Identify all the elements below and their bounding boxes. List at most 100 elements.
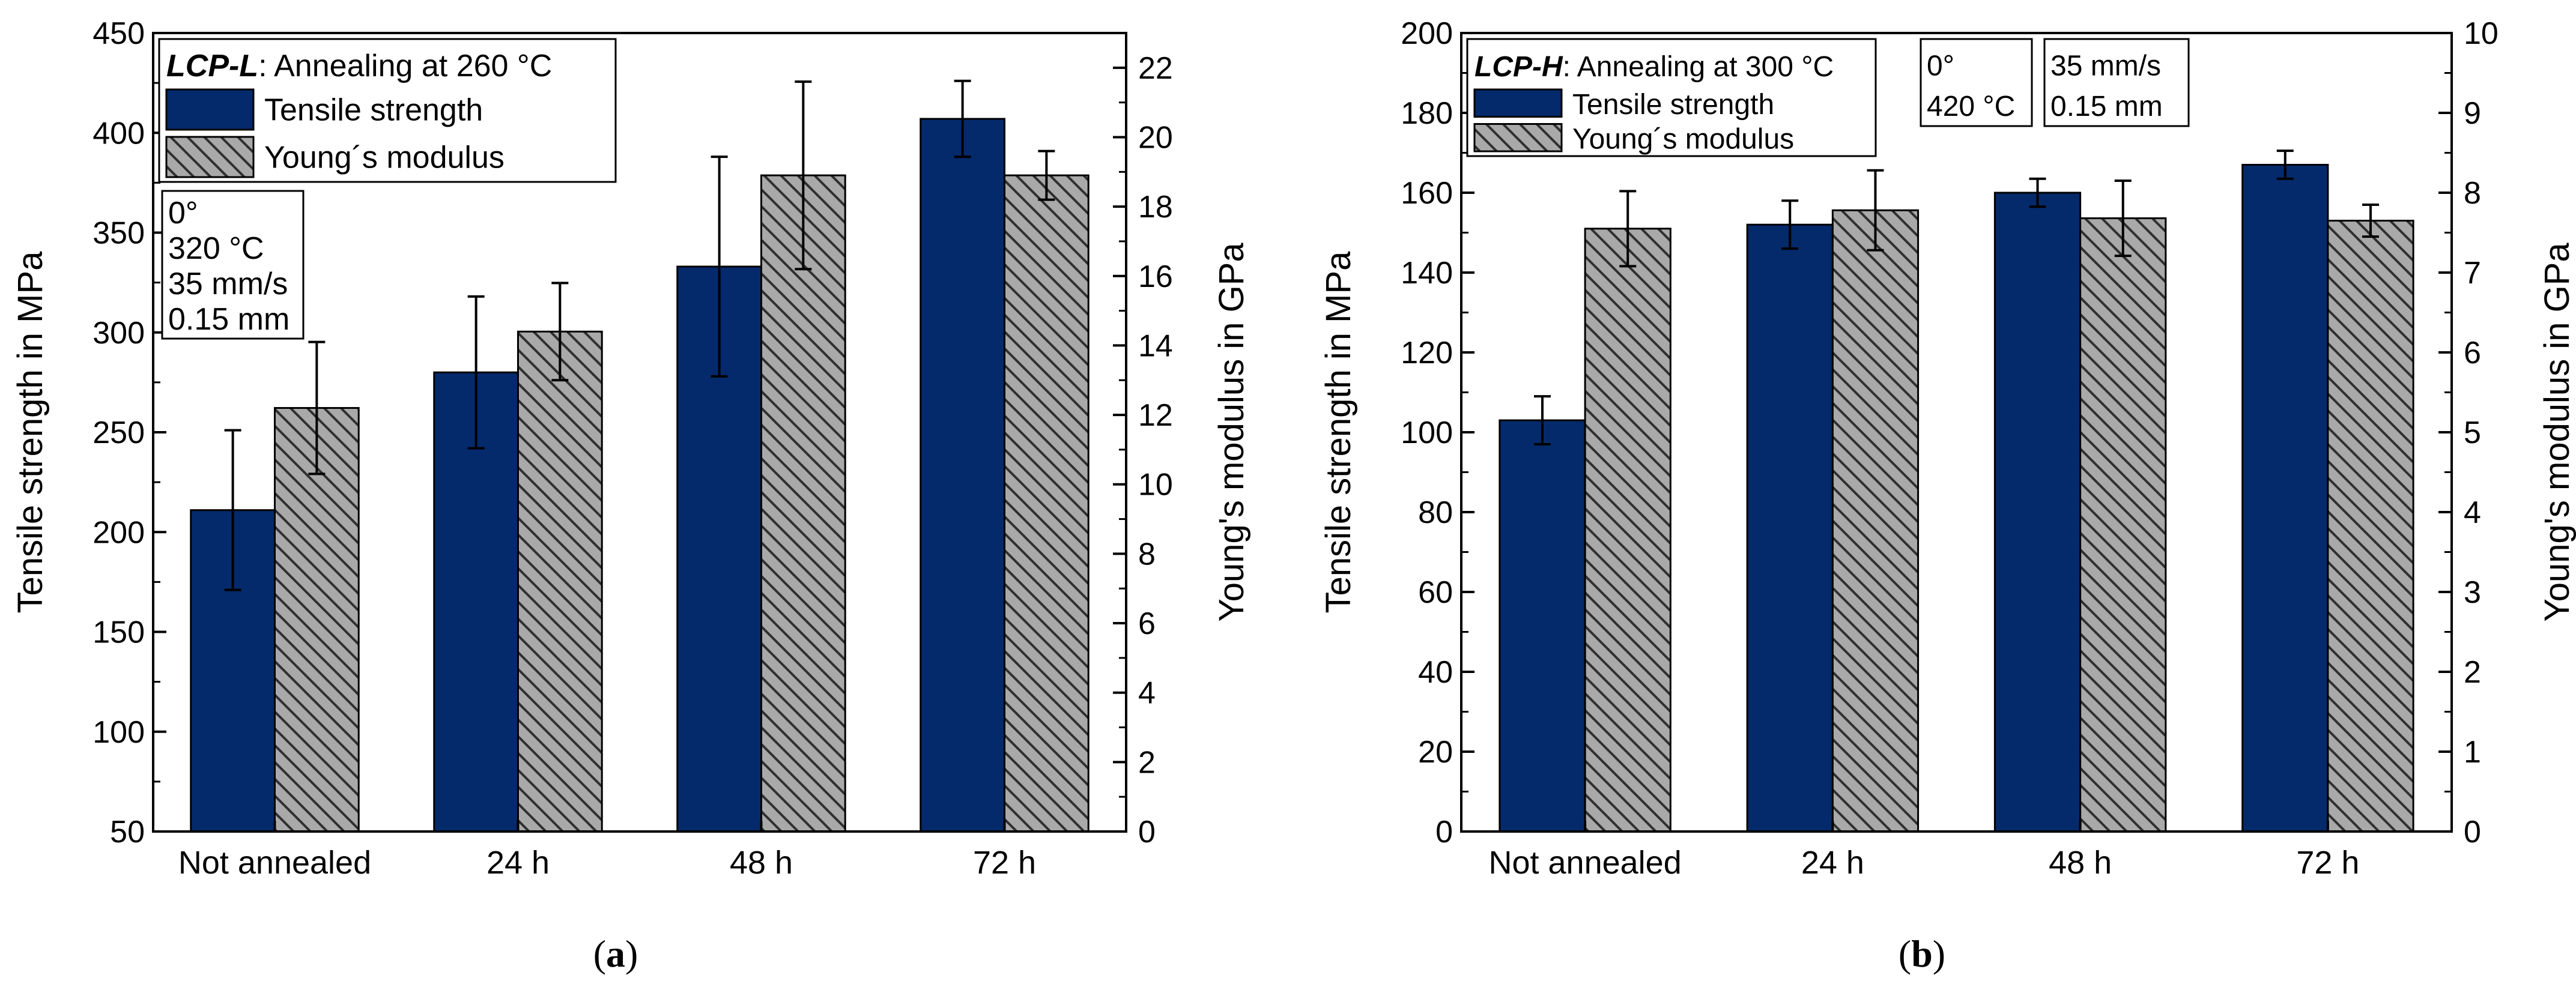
young-bar [517, 330, 603, 833]
legend-title-condition: : Annealing at 260 °C [258, 49, 552, 83]
young-bar [1584, 228, 1671, 833]
tensile-bar [920, 118, 1006, 833]
young-bar [1831, 209, 1920, 833]
y-tick-label: 180 [1401, 96, 1453, 131]
x-tick-label: Not annealed [1488, 845, 1681, 881]
y-right-tick-label: 20 [1138, 120, 1173, 155]
panel-label-close: ) [625, 932, 638, 975]
y-tick-label: 400 [92, 116, 145, 151]
y-right-tick-label: 0 [1138, 815, 1156, 850]
parameter-text: 35 mm/s [2050, 50, 2161, 82]
y-axis-title: Tensile strength in MPa [1319, 251, 1358, 614]
y-right-tick-label: 3 [2464, 575, 2481, 610]
parameter-text: 320 °C [168, 231, 264, 266]
y-tick-label: 40 [1418, 655, 1453, 690]
y-tick-label: 20 [1418, 735, 1453, 770]
y-right-tick-label: 10 [2464, 16, 2499, 51]
legend-title-material: LCP-L [166, 49, 258, 83]
x-tick-label: Not annealed [178, 845, 371, 881]
y-right-tick-label: 6 [2464, 336, 2481, 370]
legend-swatch-young [165, 136, 255, 178]
tensile-bar [1499, 419, 1586, 833]
panel-label-close: ) [1933, 932, 1945, 975]
y-tick-label: 350 [92, 216, 145, 251]
panel-label-open: ( [1899, 932, 1911, 975]
legend-label: Young´s modulus [1572, 123, 1794, 155]
y-tick-label: 200 [1401, 16, 1453, 51]
y-right-tick-label: 8 [2464, 176, 2481, 211]
y-right-tick-label: 0 [2464, 815, 2481, 850]
x-tick-label: 72 h [2296, 845, 2359, 881]
legend-label: Tensile strength [264, 93, 483, 128]
y-right-axis-title: Young's modulus in GPa [2538, 243, 2576, 622]
panel-label-letter: a [606, 932, 625, 975]
young-bar [760, 174, 846, 833]
y-right-tick-label: 22 [1138, 51, 1173, 86]
panel-label: (b) [1899, 932, 1945, 975]
y-right-tick-label: 16 [1138, 259, 1173, 294]
y-axis-title: Tensile strength in MPa [11, 251, 50, 614]
y-right-tick-label: 9 [2464, 96, 2481, 131]
y-tick-label: 50 [110, 815, 145, 850]
y-tick-label: 250 [92, 415, 145, 450]
x-tick-label: 24 h [486, 845, 550, 881]
panel-label: (a) [593, 932, 638, 975]
y-tick-label: 140 [1401, 256, 1453, 291]
y-right-tick-label: 10 [1138, 468, 1173, 503]
y-right-tick-label: 7 [2464, 256, 2481, 291]
y-right-tick-label: 4 [1138, 676, 1156, 711]
y-tick-label: 60 [1418, 575, 1453, 610]
legend-label: Young´s modulus [264, 140, 505, 175]
young-bar [2079, 217, 2167, 833]
y-right-tick-label: 5 [2464, 415, 2481, 450]
y-tick-label: 80 [1418, 495, 1453, 530]
x-tick-label: 48 h [730, 845, 793, 881]
parameter-box [1920, 38, 2033, 127]
y-right-tick-label: 4 [2464, 495, 2481, 530]
y-right-tick-label: 8 [1138, 537, 1156, 572]
y-right-tick-label: 2 [1138, 745, 1156, 780]
parameter-text: 35 mm/s [168, 267, 288, 301]
legend-title-condition: : Annealing at 300 °C [1563, 51, 1834, 83]
y-tick-label: 120 [1401, 336, 1453, 370]
y-tick-label: 450 [92, 16, 145, 51]
legend-swatch-tensile [165, 88, 255, 131]
parameter-text: 420 °C [1927, 91, 2015, 122]
y-right-tick-label: 6 [1138, 606, 1156, 641]
panel-label-open: ( [593, 932, 606, 975]
y-tick-label: 300 [92, 316, 145, 351]
chart-panel-b: 0 20 40 60 80 100 120 140 160 180 200 0 1 2 3 4 5 6 7 8 9 10 N… [1319, 16, 2576, 975]
tensile-bar [1993, 192, 2082, 833]
y-right-tick-label: 2 [2464, 655, 2481, 690]
legend-swatch-tensile [1473, 88, 1563, 118]
legend-title: LCP-L: Annealing at 260 °C [166, 49, 552, 83]
parameter-text: 0° [168, 196, 198, 231]
parameter-text: 0.15 mm [168, 302, 289, 337]
x-tick-label: 24 h [1801, 845, 1864, 881]
y-right-tick-label: 12 [1138, 398, 1173, 433]
y-tick-label: 0 [1435, 815, 1453, 850]
y-tick-label: 150 [92, 615, 145, 650]
legend-swatch-young [1473, 123, 1563, 152]
chart-panel-a: 50 100 150 200 250 300 350 400 450 0 2 4 6 8 10 12 14 16 1… [11, 16, 1251, 975]
parameter-box [2043, 38, 2190, 127]
legend-title-material: LCP-H [1474, 51, 1563, 83]
legend-label: Tensile strength [1572, 89, 1774, 121]
y-tick-label: 100 [92, 715, 145, 750]
young-bar [1004, 174, 1089, 833]
y-right-tick-label: 14 [1138, 328, 1173, 363]
y-tick-label: 160 [1401, 176, 1453, 211]
parameter-text: 0.15 mm [2050, 91, 2163, 122]
y-right-tick-label: 1 [2464, 735, 2481, 770]
parameter-box [161, 190, 305, 340]
tensile-bar [1746, 223, 1834, 833]
x-tick-label: 48 h [2049, 845, 2112, 881]
panel-label-letter: b [1911, 932, 1933, 975]
legend-title: LCP-H: Annealing at 300 °C [1474, 51, 1834, 83]
y-tick-label: 100 [1401, 415, 1453, 450]
y-right-axis-title: Young's modulus in GPa [1212, 243, 1251, 622]
parameter-text: 0° [1927, 50, 1954, 82]
young-bar [2327, 220, 2414, 833]
tensile-bar [2241, 163, 2329, 833]
